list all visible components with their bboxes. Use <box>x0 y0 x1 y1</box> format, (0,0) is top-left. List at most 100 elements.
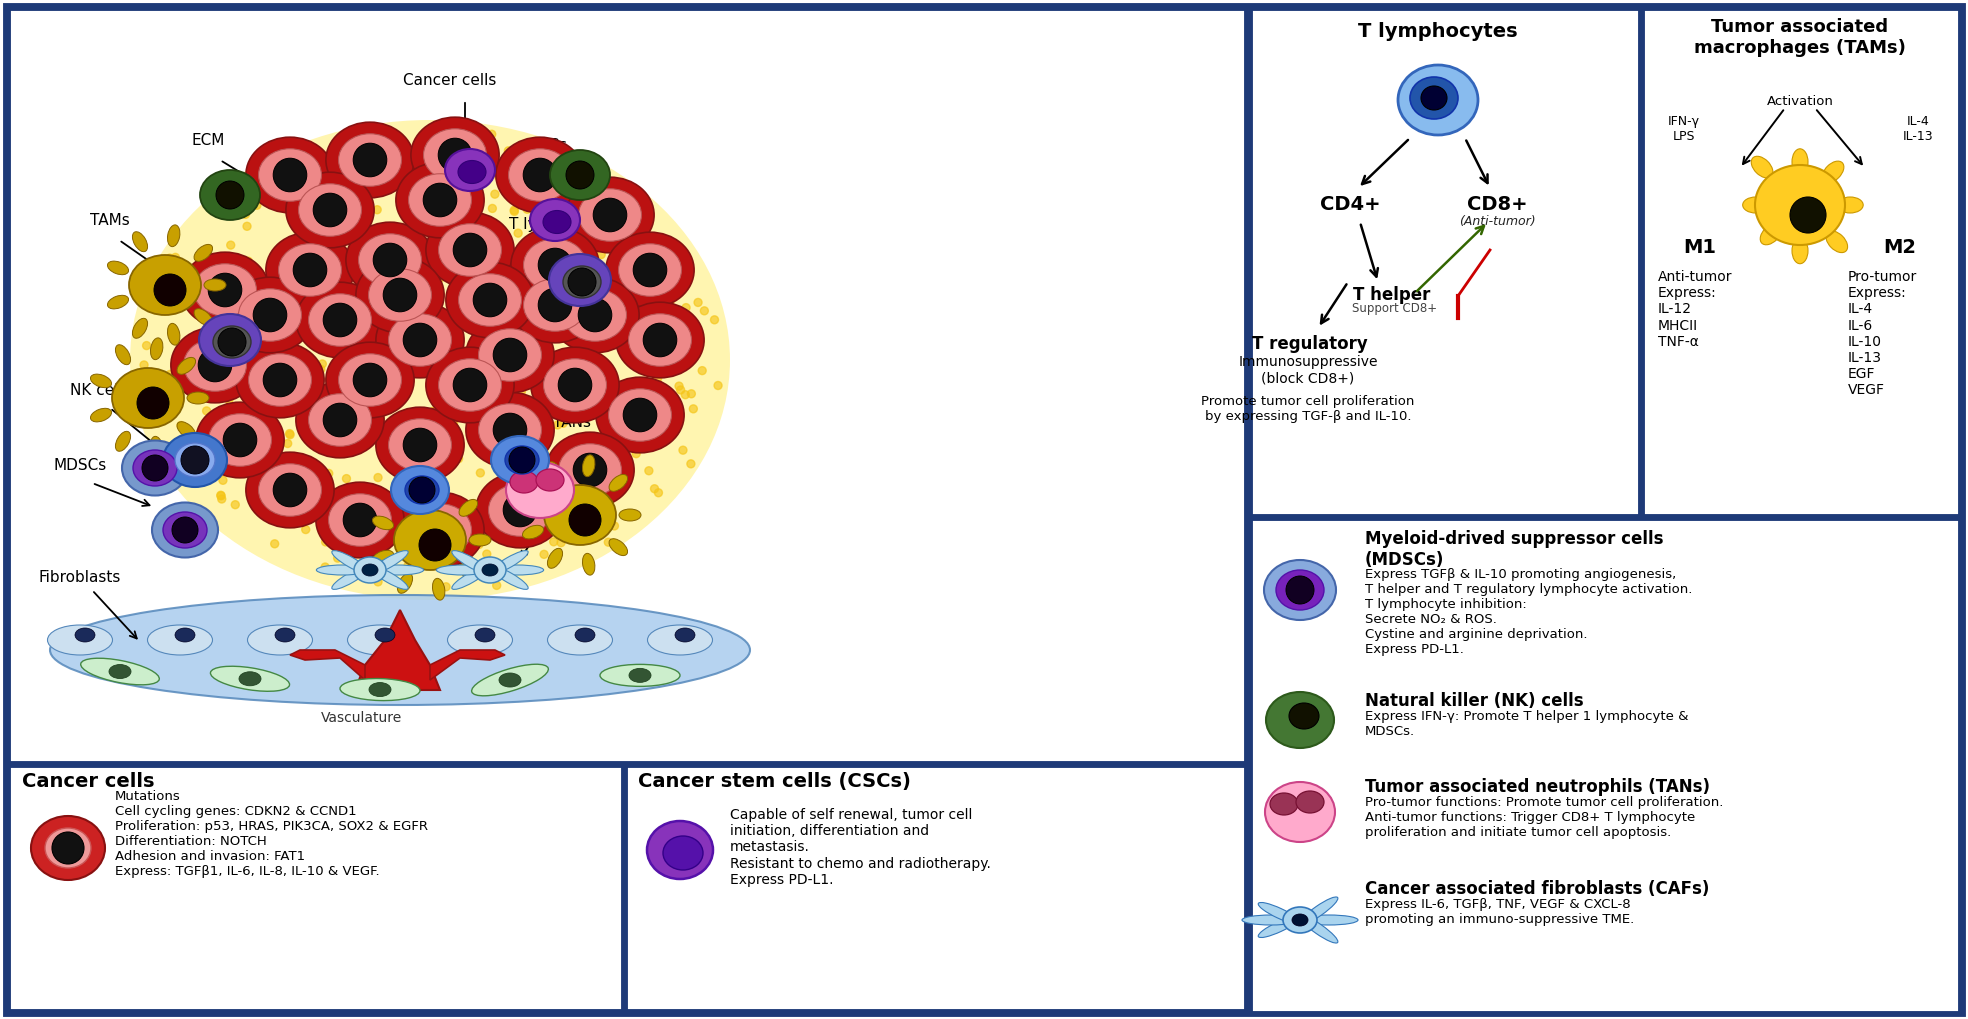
Circle shape <box>165 254 173 262</box>
Ellipse shape <box>411 117 500 193</box>
Ellipse shape <box>309 393 372 446</box>
Circle shape <box>490 191 498 198</box>
Ellipse shape <box>466 392 555 468</box>
Circle shape <box>226 347 234 356</box>
Circle shape <box>431 237 439 246</box>
Circle shape <box>281 285 289 293</box>
Circle shape <box>352 483 360 491</box>
Circle shape <box>226 242 234 249</box>
Text: Capable of self renewal, tumor cell
initiation, differentiation and
metastasis.
: Capable of self renewal, tumor cell init… <box>730 808 990 887</box>
Text: IL-4
IL-13: IL-4 IL-13 <box>1903 115 1933 143</box>
Ellipse shape <box>1397 65 1478 135</box>
Text: M2: M2 <box>1883 238 1917 257</box>
Ellipse shape <box>238 288 301 341</box>
Circle shape <box>608 256 616 264</box>
Circle shape <box>437 449 445 458</box>
Ellipse shape <box>150 436 163 459</box>
Ellipse shape <box>112 368 183 428</box>
Ellipse shape <box>549 254 610 306</box>
Ellipse shape <box>238 672 262 686</box>
Circle shape <box>419 529 451 561</box>
Circle shape <box>592 199 626 231</box>
Ellipse shape <box>425 212 514 287</box>
Ellipse shape <box>647 625 712 655</box>
Ellipse shape <box>299 183 362 236</box>
Ellipse shape <box>340 679 419 701</box>
Circle shape <box>205 454 213 462</box>
Ellipse shape <box>266 232 354 308</box>
Circle shape <box>457 408 466 416</box>
Circle shape <box>169 379 177 387</box>
Circle shape <box>545 224 553 232</box>
Ellipse shape <box>132 231 148 252</box>
Ellipse shape <box>433 579 445 600</box>
Circle shape <box>569 394 577 403</box>
Ellipse shape <box>1755 165 1846 245</box>
Circle shape <box>307 303 315 311</box>
Circle shape <box>319 360 327 368</box>
Ellipse shape <box>459 499 478 517</box>
Text: Express IL-6, TGFβ, TNF, VEGF & CXCL-8
promoting an immuno-suppressive TME.: Express IL-6, TGFβ, TNF, VEGF & CXCL-8 p… <box>1366 898 1633 926</box>
Circle shape <box>203 407 211 415</box>
Circle shape <box>177 273 185 280</box>
Circle shape <box>401 487 409 495</box>
Ellipse shape <box>163 433 226 487</box>
Ellipse shape <box>543 211 571 233</box>
Ellipse shape <box>226 277 315 353</box>
Ellipse shape <box>1293 914 1309 926</box>
Circle shape <box>272 540 279 548</box>
Circle shape <box>539 376 547 383</box>
Circle shape <box>380 239 388 248</box>
Circle shape <box>488 205 496 212</box>
Circle shape <box>583 160 590 168</box>
Ellipse shape <box>183 338 246 391</box>
Ellipse shape <box>358 233 421 286</box>
Ellipse shape <box>354 557 386 583</box>
Ellipse shape <box>1299 897 1338 924</box>
Circle shape <box>171 254 179 261</box>
Circle shape <box>299 376 307 383</box>
Circle shape <box>191 440 199 448</box>
Circle shape <box>323 498 331 506</box>
Ellipse shape <box>608 539 628 555</box>
Circle shape <box>209 273 242 307</box>
Circle shape <box>216 492 224 500</box>
Circle shape <box>488 235 496 244</box>
Circle shape <box>211 309 218 317</box>
Circle shape <box>250 459 258 467</box>
Ellipse shape <box>1269 793 1299 815</box>
Ellipse shape <box>333 550 370 574</box>
Circle shape <box>594 356 602 364</box>
Circle shape <box>596 251 606 259</box>
Text: (Anti-tumor): (Anti-tumor) <box>1458 215 1535 228</box>
Circle shape <box>224 269 232 277</box>
Circle shape <box>244 257 252 265</box>
Circle shape <box>474 162 482 170</box>
Ellipse shape <box>405 476 439 504</box>
Circle shape <box>403 265 413 273</box>
Circle shape <box>224 395 232 404</box>
Circle shape <box>559 368 592 401</box>
Circle shape <box>533 328 541 336</box>
Circle shape <box>514 517 522 525</box>
Circle shape <box>594 489 602 497</box>
Ellipse shape <box>1421 86 1446 110</box>
Circle shape <box>189 354 197 362</box>
Circle shape <box>382 543 390 551</box>
Circle shape <box>138 387 169 419</box>
Circle shape <box>443 583 451 591</box>
Circle shape <box>439 139 472 172</box>
Circle shape <box>618 224 628 231</box>
Circle shape <box>338 553 346 561</box>
Text: TAMs: TAMs <box>91 213 130 228</box>
Circle shape <box>543 492 551 500</box>
Ellipse shape <box>647 821 712 879</box>
Circle shape <box>651 485 659 493</box>
Ellipse shape <box>437 565 488 575</box>
Circle shape <box>374 244 407 277</box>
Circle shape <box>610 381 618 389</box>
Circle shape <box>384 278 417 312</box>
Circle shape <box>602 212 610 220</box>
Ellipse shape <box>398 574 413 593</box>
Circle shape <box>510 206 518 214</box>
